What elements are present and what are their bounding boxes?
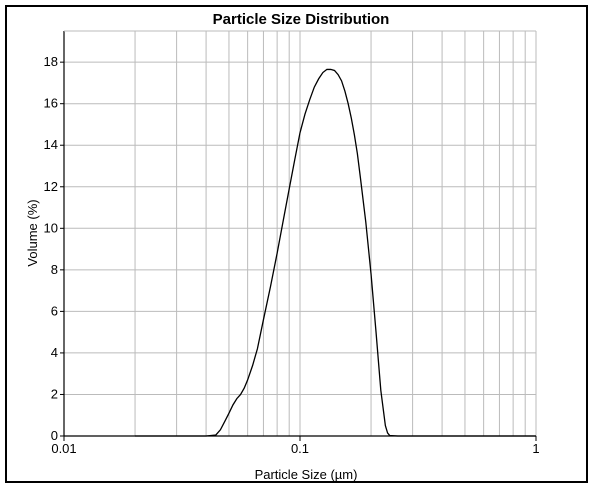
grid xyxy=(64,31,536,436)
y-axis-label: Volume (%) xyxy=(25,199,40,266)
chart-title: Particle Size Distribution xyxy=(213,11,390,28)
y-tick-label: 10 xyxy=(44,220,58,235)
chart-frame xyxy=(5,5,588,483)
y-tick-labels: 0 2 4 6 8 10 12 14 16 18 xyxy=(44,54,64,443)
x-tick-labels: 0.01 0.1 1 xyxy=(51,436,540,456)
distribution-line xyxy=(135,68,536,437)
y-tick-label: 8 xyxy=(51,262,58,277)
x-tick-label: 0.01 xyxy=(51,441,76,456)
y-tick-label: 18 xyxy=(44,54,58,69)
y-tick-label: 0 xyxy=(51,428,58,443)
y-tick-label: 2 xyxy=(51,386,58,401)
y-tick-label: 12 xyxy=(44,179,58,194)
y-tick-label: 4 xyxy=(51,345,58,360)
y-tick-label: 16 xyxy=(44,96,58,111)
x-axis-label: Particle Size (µm) xyxy=(255,467,358,482)
x-tick-label: 1 xyxy=(532,441,539,456)
x-tick-label: 0.1 xyxy=(291,441,309,456)
y-tick-label: 14 xyxy=(44,137,58,152)
y-tick-label: 6 xyxy=(51,303,58,318)
